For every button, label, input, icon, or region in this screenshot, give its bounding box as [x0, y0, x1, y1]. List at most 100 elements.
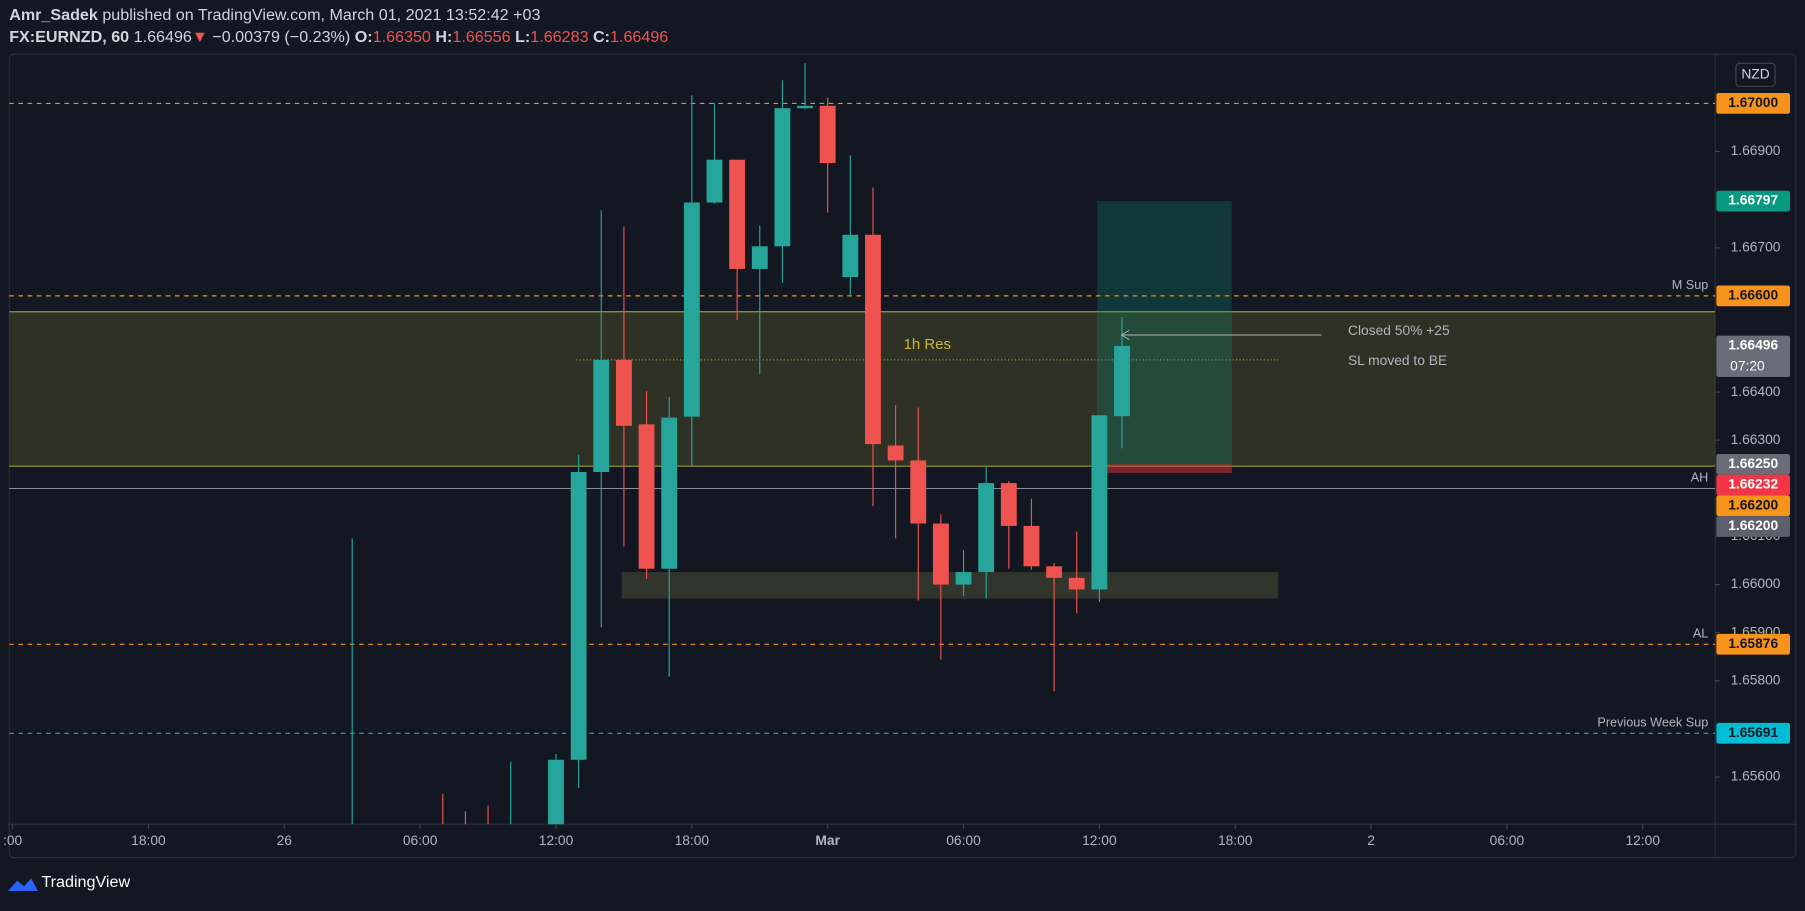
candle-body [865, 234, 881, 445]
price-label: 1.66232 [1728, 476, 1778, 492]
countdown: 07:20 [1730, 357, 1765, 373]
price-label-box [1716, 722, 1791, 744]
currency: NZD [1741, 65, 1769, 81]
y-tick-label: 1.66700 [1731, 238, 1781, 254]
down-arrow: ▼ [192, 28, 208, 46]
header-line: Amr_Sadek published on TradingView.com, … [9, 6, 540, 24]
candle-body [706, 159, 723, 203]
candle-body [932, 523, 949, 585]
candle-body [593, 359, 610, 473]
x-tick-label: 18:00 [1218, 832, 1253, 848]
y-tick-label: 1.65600 [1731, 768, 1781, 784]
price-label: 1.66496 [1728, 337, 1778, 353]
ohlc-value: 1.66283 [530, 28, 588, 46]
x-tick-label: 26 [277, 832, 293, 848]
candle-body [661, 417, 678, 569]
ohlc-label: L: [515, 28, 530, 46]
candle-body [615, 359, 632, 426]
candle-body [548, 759, 564, 825]
y-tick-label: 1.65800 [1731, 671, 1781, 687]
price-label-box [1716, 633, 1791, 655]
x-tick-label: 18:00 [675, 832, 710, 848]
candle-body [887, 445, 904, 461]
zone [621, 572, 1279, 599]
author: Amr_Sadek [9, 6, 98, 24]
price-label-box [1716, 190, 1791, 212]
x-tick-label: 12:00 [1082, 832, 1117, 848]
price-label: 1.66250 [1728, 455, 1778, 471]
x-tick-label: 12:00 [539, 832, 574, 848]
price-label: 1.66200 [1728, 496, 1778, 512]
price-label-box [1716, 285, 1791, 307]
y-tick-label: 1.66400 [1731, 383, 1781, 399]
chart-frame [8, 53, 1797, 859]
x-tick-label: 2 [1367, 832, 1375, 848]
x-tick-label: 18:00 [131, 832, 166, 848]
candle-body [1046, 566, 1063, 578]
annotation: SL moved to BE [1348, 352, 1447, 368]
x-tick-label: 06:00 [946, 832, 981, 848]
arrow-head [1120, 330, 1130, 341]
zone [9, 311, 1716, 467]
x-tick-label: 06:00 [403, 832, 438, 848]
position-target [1097, 201, 1232, 465]
ohlc-value: 1.66556 [452, 28, 510, 46]
plot-area: 1h Res M Sup AH AL Previous Week Sup [9, 62, 1716, 825]
ohlc-label: H: [435, 28, 452, 46]
price-label: 1.65691 [1728, 724, 1778, 740]
level-label: Previous Week Sup [1597, 715, 1708, 729]
currency-box[interactable] [1735, 62, 1776, 87]
candle-body [1114, 345, 1130, 417]
price-label-box [1716, 453, 1791, 475]
logo [8, 878, 38, 892]
price-label-box [1716, 93, 1791, 114]
candle-body [1023, 525, 1040, 567]
axes: 1.656001.658001.659001.660001.661001.663… [3, 93, 1791, 848]
ohlc-label: O: [355, 28, 373, 46]
price-label: 1.66600 [1728, 287, 1778, 303]
candle-body [774, 108, 791, 247]
candle-body [1068, 577, 1085, 590]
symbol: FX:EURNZD, 60 [9, 28, 129, 46]
candle-body [797, 105, 813, 109]
level-label: AH [1691, 470, 1709, 484]
candle-body [751, 246, 768, 269]
annotation: Closed 50% +25 [1348, 322, 1450, 338]
price-label-box [1716, 516, 1791, 537]
symbol-line: FX:EURNZD, 60 1.66496 ▼ −0.00379 (−0.23%)… [9, 28, 668, 46]
price-label-box [1716, 474, 1791, 496]
ohlc-value: 1.66496 [610, 28, 668, 46]
candle-body [570, 472, 587, 760]
level-label: AL [1693, 626, 1708, 640]
brand: TradingView [41, 873, 130, 891]
level-label: M Sup [1672, 278, 1709, 292]
position-stop [1097, 464, 1232, 473]
price-label: 1.65876 [1728, 635, 1778, 651]
candle-body [638, 424, 655, 569]
candle-body [819, 105, 836, 164]
price-label: 1.67000 [1728, 94, 1778, 110]
x-tick-label: :00 [3, 832, 23, 848]
y-tick-label: 1.66300 [1731, 431, 1781, 447]
x-tick-label: 06:00 [1490, 832, 1525, 848]
y-tick-label: 1.66900 [1731, 142, 1781, 158]
candle-body [978, 483, 995, 573]
candle-body [729, 159, 746, 269]
x-tick-label: 12:00 [1625, 832, 1660, 848]
candle-body [955, 572, 972, 585]
candle-body [1091, 415, 1108, 590]
published: published on TradingView.com, March 01, … [102, 6, 540, 24]
price-label: 1.66797 [1728, 192, 1778, 208]
zone-label: 1h Res [904, 336, 951, 353]
ohlc-label: C: [593, 28, 610, 46]
price-label-box [1716, 495, 1791, 517]
y-tick-label: 1.66000 [1731, 575, 1781, 591]
price-label: 1.66200 [1728, 517, 1778, 533]
price-label-box [1716, 335, 1791, 378]
ohlc-value: 1.66350 [373, 28, 431, 46]
candle-body [1000, 483, 1017, 526]
candle-body [842, 234, 859, 278]
change: −0.00379 (−0.23%) [212, 28, 350, 46]
